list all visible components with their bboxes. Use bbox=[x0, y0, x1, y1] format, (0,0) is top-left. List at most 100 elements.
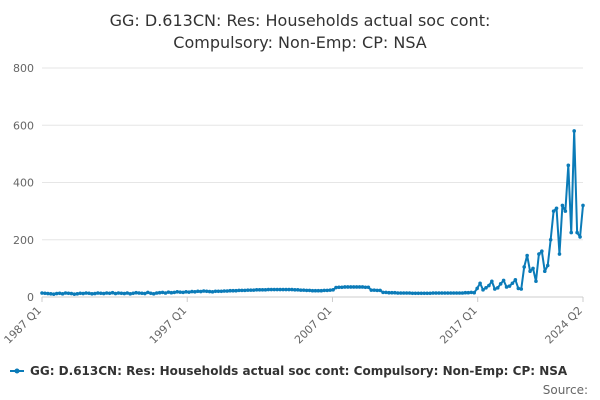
data-point[interactable] bbox=[437, 291, 441, 295]
data-point[interactable] bbox=[375, 288, 379, 293]
data-point[interactable] bbox=[372, 288, 377, 292]
data-point[interactable] bbox=[107, 291, 112, 296]
data-point[interactable] bbox=[560, 203, 565, 208]
data-point[interactable] bbox=[40, 291, 44, 295]
data-point[interactable] bbox=[434, 291, 438, 295]
data-point[interactable] bbox=[225, 289, 230, 293]
data-point[interactable] bbox=[96, 291, 100, 295]
data-point[interactable] bbox=[457, 291, 462, 295]
data-point[interactable] bbox=[178, 290, 182, 294]
data-point[interactable] bbox=[516, 286, 521, 291]
data-point[interactable] bbox=[351, 285, 356, 289]
data-point[interactable] bbox=[307, 288, 312, 293]
data-point[interactable] bbox=[548, 237, 553, 242]
data-point[interactable] bbox=[60, 292, 65, 296]
data-point[interactable] bbox=[401, 291, 406, 295]
data-point[interactable] bbox=[495, 286, 500, 290]
data-point[interactable] bbox=[301, 288, 306, 292]
data-point[interactable] bbox=[513, 278, 518, 282]
data-point[interactable] bbox=[510, 281, 515, 286]
data-point[interactable] bbox=[366, 285, 371, 290]
data-point[interactable] bbox=[466, 290, 471, 295]
data-point[interactable] bbox=[246, 288, 250, 292]
data-point[interactable] bbox=[363, 285, 368, 290]
data-point[interactable] bbox=[146, 290, 150, 295]
data-point[interactable] bbox=[184, 290, 188, 294]
data-point[interactable] bbox=[551, 209, 556, 213]
data-point[interactable] bbox=[487, 283, 491, 288]
data-point[interactable] bbox=[443, 291, 447, 295]
data-point[interactable] bbox=[101, 291, 106, 296]
data-point[interactable] bbox=[387, 290, 391, 295]
data-point[interactable] bbox=[51, 292, 56, 296]
data-point[interactable] bbox=[484, 286, 488, 290]
data-point[interactable] bbox=[281, 287, 285, 292]
data-point[interactable] bbox=[228, 288, 232, 293]
data-point[interactable] bbox=[519, 287, 524, 291]
data-point[interactable] bbox=[425, 291, 429, 296]
data-point[interactable] bbox=[419, 291, 424, 296]
data-point[interactable] bbox=[234, 288, 238, 293]
data-point[interactable] bbox=[572, 129, 576, 133]
data-point[interactable] bbox=[390, 290, 394, 295]
data-point[interactable] bbox=[269, 287, 274, 292]
data-point[interactable] bbox=[531, 266, 535, 271]
data-point[interactable] bbox=[325, 288, 330, 293]
data-point[interactable] bbox=[157, 290, 162, 295]
data-point[interactable] bbox=[275, 287, 280, 292]
data-point[interactable] bbox=[204, 289, 209, 294]
data-point[interactable] bbox=[310, 288, 315, 293]
data-point[interactable] bbox=[490, 279, 494, 284]
data-point[interactable] bbox=[104, 291, 109, 295]
data-point[interactable] bbox=[116, 291, 121, 295]
data-point[interactable] bbox=[298, 288, 303, 292]
data-point[interactable] bbox=[578, 235, 582, 239]
data-point[interactable] bbox=[43, 291, 47, 296]
data-point[interactable] bbox=[163, 291, 168, 295]
data-point[interactable] bbox=[431, 291, 435, 295]
data-point[interactable] bbox=[166, 290, 171, 294]
data-point[interactable] bbox=[57, 291, 62, 296]
data-point[interactable] bbox=[522, 265, 526, 269]
data-point[interactable] bbox=[334, 285, 338, 290]
data-point[interactable] bbox=[128, 292, 133, 296]
data-point[interactable] bbox=[304, 288, 309, 293]
data-point[interactable] bbox=[160, 290, 165, 295]
data-point[interactable] bbox=[143, 291, 147, 296]
data-point[interactable] bbox=[340, 285, 344, 290]
data-point[interactable] bbox=[542, 269, 547, 274]
data-point[interactable] bbox=[251, 288, 256, 292]
data-point[interactable] bbox=[87, 291, 91, 296]
legend[interactable]: GG: D.613CN: Res: Households actual soc … bbox=[10, 364, 568, 378]
data-point[interactable] bbox=[287, 287, 291, 292]
data-point[interactable] bbox=[481, 288, 485, 292]
data-point[interactable] bbox=[49, 292, 53, 296]
data-point[interactable] bbox=[528, 269, 532, 274]
data-point[interactable] bbox=[563, 209, 568, 213]
data-point[interactable] bbox=[75, 292, 80, 296]
data-point[interactable] bbox=[293, 288, 297, 292]
data-point[interactable] bbox=[125, 291, 130, 295]
data-point[interactable] bbox=[322, 288, 327, 293]
data-point[interactable] bbox=[266, 287, 271, 292]
data-point[interactable] bbox=[113, 291, 118, 296]
data-point[interactable] bbox=[154, 291, 159, 295]
data-point[interactable] bbox=[478, 281, 482, 286]
data-point[interactable] bbox=[569, 230, 574, 235]
data-point[interactable] bbox=[243, 288, 247, 293]
data-point[interactable] bbox=[66, 291, 71, 296]
data-point[interactable] bbox=[378, 288, 382, 293]
data-point[interactable] bbox=[231, 288, 235, 293]
data-point[interactable] bbox=[475, 286, 479, 291]
data-point[interactable] bbox=[196, 289, 200, 294]
data-point[interactable] bbox=[46, 291, 50, 296]
data-point[interactable] bbox=[540, 249, 544, 253]
data-point[interactable] bbox=[278, 287, 282, 292]
data-point[interactable] bbox=[331, 288, 335, 292]
data-point[interactable] bbox=[337, 285, 341, 290]
data-point[interactable] bbox=[54, 291, 59, 296]
data-point[interactable] bbox=[257, 288, 262, 292]
data-point[interactable] bbox=[566, 163, 571, 168]
data-point[interactable] bbox=[81, 291, 85, 296]
data-point[interactable] bbox=[328, 288, 332, 292]
